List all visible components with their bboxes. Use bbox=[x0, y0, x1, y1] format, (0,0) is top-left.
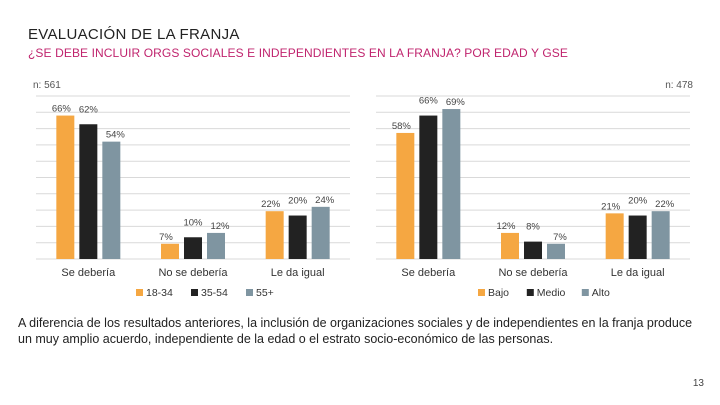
category-label: No se debería bbox=[498, 267, 568, 279]
chart-by-gse: n: 478 58% 66% 69% Se debería 12% 8% 7% No se de… bbox=[368, 74, 698, 304]
page-number: 13 bbox=[692, 378, 704, 389]
bar-age-3554-3 bbox=[288, 215, 307, 259]
data-label: 54% bbox=[106, 130, 126, 141]
bar-gse-alto-3 bbox=[651, 211, 670, 259]
category-label: Se debería bbox=[401, 267, 456, 279]
data-label: 58% bbox=[392, 121, 412, 132]
legend-swatch bbox=[478, 289, 485, 296]
bar-gse-bajo-3 bbox=[605, 213, 624, 259]
data-label: 22% bbox=[261, 199, 281, 210]
bar-age-1834-2 bbox=[161, 243, 179, 259]
data-label: 24% bbox=[315, 195, 335, 206]
sample-size-label: n: 478 bbox=[665, 80, 693, 91]
legend-label: Bajo bbox=[488, 287, 509, 299]
chart-by-age-svg: n: 561 66% 62% 54% Se debería 7% 10% 12% No se d… bbox=[33, 80, 350, 299]
data-label: 12% bbox=[210, 221, 230, 232]
chart-by-gse-svg: n: 478 58% 66% 69% Se debería 12% 8% 7% No se de… bbox=[376, 80, 693, 299]
bar-age-55-3 bbox=[311, 206, 330, 259]
category-label: No se debería bbox=[158, 267, 228, 279]
data-label: 69% bbox=[446, 97, 466, 108]
data-label: 21% bbox=[601, 201, 621, 212]
data-label: 7% bbox=[553, 232, 567, 243]
bar-age-55-1 bbox=[102, 141, 121, 259]
legend-label: 55+ bbox=[256, 287, 274, 299]
data-label: 10% bbox=[183, 217, 203, 228]
bar-age-55-2 bbox=[207, 232, 225, 259]
chart-by-age: n: 561 66% 62% 54% Se debería 7% 10% 12% No se d… bbox=[28, 74, 358, 304]
bar-age-3554-2 bbox=[184, 237, 202, 259]
bar-age-3554-1 bbox=[79, 124, 98, 260]
data-label: 7% bbox=[159, 232, 173, 243]
legend-swatch bbox=[526, 289, 534, 296]
bar-gse-medio-2 bbox=[524, 241, 542, 259]
data-label: 66% bbox=[419, 96, 439, 107]
category-label: Le da igual bbox=[271, 267, 325, 279]
data-label: 20% bbox=[628, 196, 648, 207]
data-label: 8% bbox=[526, 222, 540, 233]
bar-gse-bajo-1 bbox=[396, 132, 415, 259]
legend-label: 35-54 bbox=[201, 287, 228, 299]
bar-gse-alto-1 bbox=[442, 109, 461, 259]
bar-gse-bajo-2 bbox=[501, 232, 519, 259]
data-label: 20% bbox=[288, 196, 308, 207]
data-label: 12% bbox=[496, 221, 516, 232]
bar-age-1834-1 bbox=[56, 115, 75, 259]
legend-swatch bbox=[136, 289, 143, 296]
page-subtitle: ¿SE DEBE INCLUIR ORGS SOCIALES E INDEPEN… bbox=[28, 46, 568, 60]
data-label: 62% bbox=[79, 104, 99, 115]
legend-label: Medio bbox=[537, 287, 566, 299]
data-label: 66% bbox=[52, 104, 72, 115]
legend-swatch bbox=[246, 289, 253, 296]
legend-label: Alto bbox=[592, 287, 610, 299]
legend-swatch bbox=[581, 289, 589, 296]
legend-swatch bbox=[191, 289, 198, 296]
bar-gse-alto-2 bbox=[547, 243, 565, 259]
summary-paragraph: A diferencia de los resultados anteriore… bbox=[18, 316, 693, 346]
sample-size-label: n: 561 bbox=[33, 80, 61, 91]
category-label: Le da igual bbox=[611, 267, 665, 279]
bar-gse-medio-1 bbox=[419, 115, 438, 259]
data-label: 22% bbox=[655, 199, 675, 210]
legend-label: 18-34 bbox=[146, 287, 173, 299]
bar-age-1834-3 bbox=[265, 211, 284, 259]
page-title: EVALUACIÓN DE LA FRANJA bbox=[28, 26, 240, 43]
category-label: Se debería bbox=[61, 267, 116, 279]
bar-gse-medio-3 bbox=[628, 215, 647, 259]
